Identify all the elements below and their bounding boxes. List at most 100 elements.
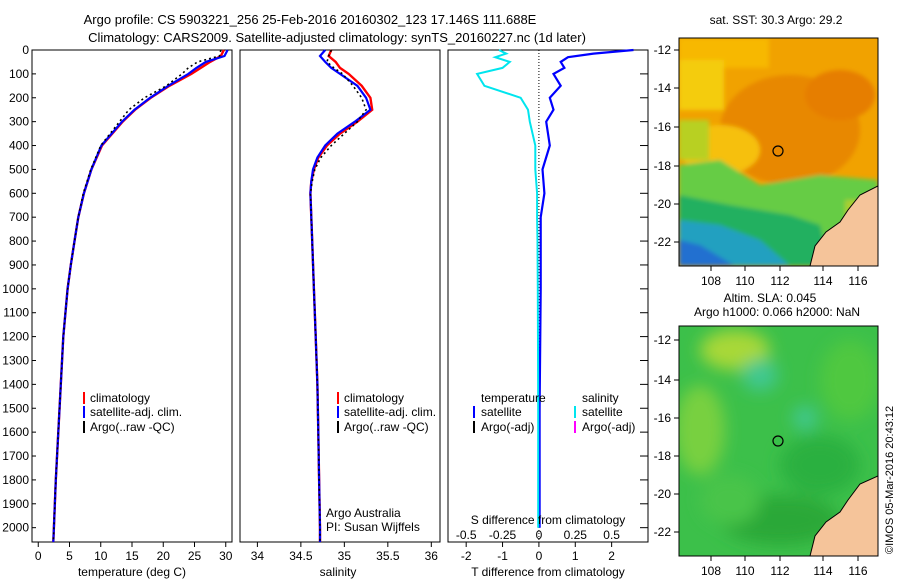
- lon-tick: 108: [701, 274, 721, 288]
- float-operator-label: Argo Australia: [326, 506, 401, 520]
- x-tick-label: -1: [497, 549, 508, 563]
- x-tick-label: 34.5: [289, 549, 313, 563]
- salinity-difference-legend: salinity satellite Argo(-adj): [574, 391, 635, 434]
- lat-tick: -16: [654, 120, 672, 134]
- x-tick-label: 0: [536, 549, 543, 563]
- y-tick-label: 300: [9, 115, 29, 129]
- temperature-difference-legend: temperature satellite Argo(-adj): [473, 391, 546, 434]
- x-tick-label: 0: [35, 549, 42, 563]
- legend-label-satellite: satellite-adj. clim.: [90, 405, 182, 419]
- y-tick-label: 1900: [2, 497, 29, 511]
- lon-tick: 112: [770, 274, 789, 288]
- sla-map-image: [679, 326, 878, 556]
- temperature-plot-frame: [31, 49, 233, 543]
- difference-plot-frame: [447, 49, 649, 543]
- sla-map-frame: [678, 325, 879, 557]
- lon-tick: 108: [701, 564, 721, 578]
- legend-label-climatology: climatology: [90, 391, 150, 405]
- lat-tick: -12: [654, 333, 672, 347]
- legend-label-s-satellite: satellite: [582, 405, 623, 419]
- s-tick-label: -0.25: [489, 528, 517, 542]
- sla-map-title-line2: Argo h1000: 0.066 h2000: NaN: [694, 305, 860, 319]
- x-tick-label: 15: [125, 549, 139, 563]
- lat-tick: -22: [654, 235, 672, 249]
- sst-lon-axis: 108 110 112 114 116: [701, 266, 868, 288]
- s-difference-satellite-line: [475, 49, 540, 528]
- x-tick-label: 20: [157, 549, 171, 563]
- lat-tick: -18: [654, 159, 672, 173]
- y-tick-label: 1400: [2, 377, 29, 391]
- lat-tick: -20: [654, 197, 672, 211]
- t-difference-axis-label: T difference from climatology: [471, 565, 625, 579]
- y-tick-label: 600: [9, 186, 29, 200]
- s-tick-label: 0.5: [603, 528, 620, 542]
- temperature-panel: 0100200300400500600700800900100011001200…: [2, 43, 648, 579]
- satellite-line: [52, 49, 229, 543]
- figure-title-line2: Climatology: CARS2009. Satellite-adjuste…: [88, 30, 586, 45]
- lat-tick: -16: [654, 411, 672, 425]
- legend-label-s-argo: Argo(-adj): [582, 420, 635, 434]
- x-tick-label: 34: [251, 549, 265, 563]
- lat-tick: -18: [654, 449, 672, 463]
- y-tick-label: 400: [9, 139, 29, 153]
- lat-tick: -20: [654, 487, 672, 501]
- legend-label-argo: Argo(..raw -QC): [90, 420, 175, 434]
- lat-tick: -14: [654, 81, 672, 95]
- y-tick-label: 1300: [2, 353, 29, 367]
- lon-tick: 112: [770, 564, 789, 578]
- x-tick-label: 10: [94, 549, 108, 563]
- x-tick-label: 2: [608, 549, 615, 563]
- s-difference-axis-label: S difference from climatology: [471, 513, 626, 527]
- s-tick-label: -0.5: [456, 528, 477, 542]
- y-tick-label: 800: [9, 234, 29, 248]
- y-tick-label: 1600: [2, 425, 29, 439]
- legend-label-t-argo: Argo(-adj): [481, 420, 534, 434]
- y-tick-label: 1800: [2, 473, 29, 487]
- satellite-line: [309, 49, 372, 542]
- legend-label-climatology: climatology: [344, 391, 404, 405]
- x-tick-label: 35.5: [376, 549, 400, 563]
- lon-tick: 116: [848, 564, 867, 578]
- credit-label: ©IMOS 05-Mar-2016 20:43:12: [884, 406, 896, 554]
- lon-tick: 114: [813, 274, 832, 288]
- y-tick-label: 1500: [2, 401, 29, 415]
- s-tick-label: 0.25: [564, 528, 588, 542]
- temperature-legend: climatology satellite-adj. clim. Argo(..…: [83, 391, 182, 434]
- x-tick-label: -2: [461, 549, 472, 563]
- climatology-line: [52, 49, 225, 543]
- sst-lat-axis: -12 -14 -16 -18 -20 -22: [654, 43, 679, 249]
- difference-panel: -2 -1 0 1 2 -0.5 -0.25 0 0.25 0.5 S difference fr…: [447, 48, 649, 579]
- sst-map-title: sat. SST: 30.3 Argo: 29.2: [710, 13, 843, 27]
- salinity-axis-label: salinity: [320, 565, 357, 579]
- y-tick-label: 1700: [2, 449, 29, 463]
- sla-map-title-line1: Altim. SLA: 0.045: [724, 291, 817, 305]
- lon-tick: 110: [735, 274, 754, 288]
- argo-line: [52, 49, 222, 543]
- salinity-legend: climatology satellite-adj. clim. Argo(..…: [337, 391, 436, 434]
- sst-map-image: [679, 38, 878, 266]
- y-tick-label: 0: [22, 43, 29, 57]
- legend-label-argo: Argo(..raw -QC): [344, 420, 429, 434]
- sla-map-panel: Altim. SLA: 0.045 Argo h1000: 0.066 h200…: [654, 291, 879, 578]
- sst-map-frame: [678, 37, 879, 267]
- y-tick-label: 1100: [3, 306, 29, 320]
- x-tick-label: 1: [572, 549, 579, 563]
- legend-heading-temperature: temperature: [481, 391, 546, 405]
- lat-tick: -22: [654, 525, 672, 539]
- sst-map-panel: sat. SST: 30.3 Argo: 29.2 -12 -14: [654, 13, 879, 288]
- y-tick-label: 1000: [2, 282, 29, 296]
- x-tick-label: 5: [66, 549, 73, 563]
- t-difference-satellite-line: [538, 48, 634, 528]
- legend-heading-salinity: salinity: [582, 391, 619, 405]
- y-tick-label: 1200: [2, 330, 29, 344]
- salinity-panel: 34 34.5 35 35.5 36 salinity climatology sate…: [239, 49, 441, 579]
- argo-location-marker: [772, 145, 784, 157]
- temperature-axis-label: temperature (deg C): [78, 565, 186, 579]
- y-tick-label: 500: [9, 162, 29, 176]
- legend-label-satellite: satellite-adj. clim.: [344, 405, 436, 419]
- x-tick-label: 30: [219, 549, 233, 563]
- lon-tick: 116: [848, 274, 867, 288]
- lon-tick: 110: [735, 564, 754, 578]
- y-tick-label: 100: [9, 67, 29, 81]
